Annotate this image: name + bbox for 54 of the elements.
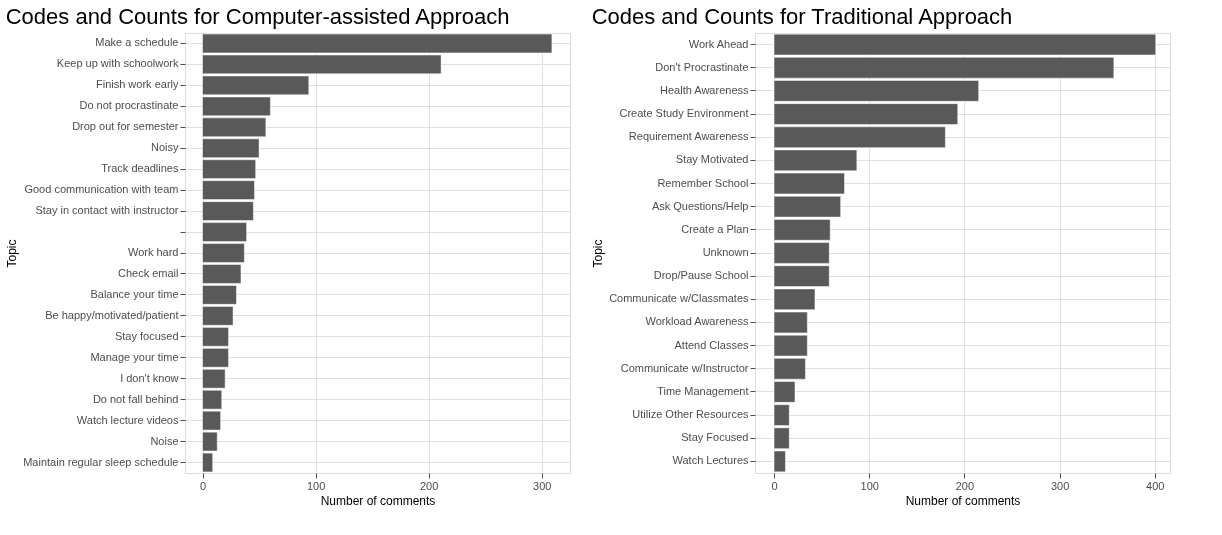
y-tick-label: Noisy bbox=[150, 141, 179, 154]
y-tick-label: Track deadlines bbox=[101, 162, 179, 175]
y-tick-label: Create Study Environment bbox=[619, 107, 749, 120]
y-tick-label: Health Awareness bbox=[660, 83, 749, 96]
x-tick-label: 0 bbox=[199, 479, 207, 492]
y-tick-label: Requirement Awareness bbox=[628, 130, 749, 143]
y-tick-label: Stay in contact with instructor bbox=[35, 204, 179, 217]
y-tick-label: Balance your time bbox=[90, 287, 179, 300]
y-tick-label: Create a Plan bbox=[681, 222, 749, 235]
y-axis-title: Topic bbox=[5, 239, 20, 268]
y-tick-label: Maintain regular sleep schedule bbox=[23, 455, 179, 468]
y-tick-label: Keep up with schoolwork bbox=[56, 57, 179, 70]
chart-title: Codes and Counts for Traditional Approach bbox=[591, 4, 1013, 29]
y-tick-label: Unknown bbox=[702, 246, 749, 258]
y-tick-label: Workload Awareness bbox=[645, 315, 749, 328]
y-tick-label: Do not fall behind bbox=[92, 392, 179, 405]
y-tick-label: Work Ahead bbox=[688, 37, 749, 50]
y-tick-label: Noise bbox=[150, 434, 179, 447]
y-tick-label: Time Management bbox=[657, 384, 749, 397]
y-tick-label: Manage your time bbox=[90, 350, 179, 363]
x-axis-title: Number of comments bbox=[905, 493, 1021, 508]
x-tick-label: 300 bbox=[533, 479, 552, 492]
y-tick-label: Ask Questions/Help bbox=[651, 199, 749, 212]
y-tick-label: Communicate w/Classmates bbox=[609, 292, 749, 305]
y-tick-label: Watch lecture videos bbox=[76, 413, 179, 426]
x-tick-label: 400 bbox=[1146, 479, 1165, 492]
x-tick-label: 300 bbox=[1050, 479, 1070, 492]
y-tick-label: Work hard bbox=[127, 246, 179, 258]
x-tick-label: 100 bbox=[306, 479, 326, 492]
y-tick-label: Check email bbox=[117, 266, 179, 279]
x-tick-label: 0 bbox=[771, 479, 778, 492]
y-tick-label: I don't know bbox=[120, 371, 179, 384]
y-tick-label: Attend Classes bbox=[674, 338, 749, 351]
y-tick-label: Drop out for semester bbox=[72, 120, 179, 133]
y-tick-label: Do not procrastinate bbox=[79, 99, 179, 112]
y-tick-label: Don't Procrastinate bbox=[655, 60, 749, 73]
x-tick-label: 100 bbox=[860, 479, 879, 492]
y-tick-label: Watch Lectures bbox=[672, 454, 749, 467]
y-tick-label: Stay Motivated bbox=[675, 153, 749, 166]
x-axis-title: Number of comments bbox=[320, 493, 436, 508]
y-tick-label: Stay Focused bbox=[681, 431, 749, 444]
y-tick-label: Communicate w/Instructor bbox=[620, 361, 749, 374]
chart-title: Codes and Counts for Computer-assisted Approach bbox=[5, 4, 510, 29]
y-tick-label: Be happy/motivated/patient bbox=[45, 308, 179, 321]
y-axis-title: Topic bbox=[591, 239, 606, 268]
y-tick-label: Finish work early bbox=[95, 78, 179, 91]
y-tick-label: Utilize Other Resources bbox=[632, 408, 749, 421]
y-tick-label: Good communication with team bbox=[24, 183, 179, 196]
y-tick-label: Stay focused bbox=[114, 329, 179, 342]
y-tick-label: Drop/Pause School bbox=[653, 269, 749, 282]
x-tick-label: 200 bbox=[955, 479, 975, 492]
y-tick-label: Make a schedule bbox=[95, 36, 179, 49]
x-tick-label: 200 bbox=[419, 479, 439, 492]
y-tick-label: Remember School bbox=[657, 176, 749, 189]
